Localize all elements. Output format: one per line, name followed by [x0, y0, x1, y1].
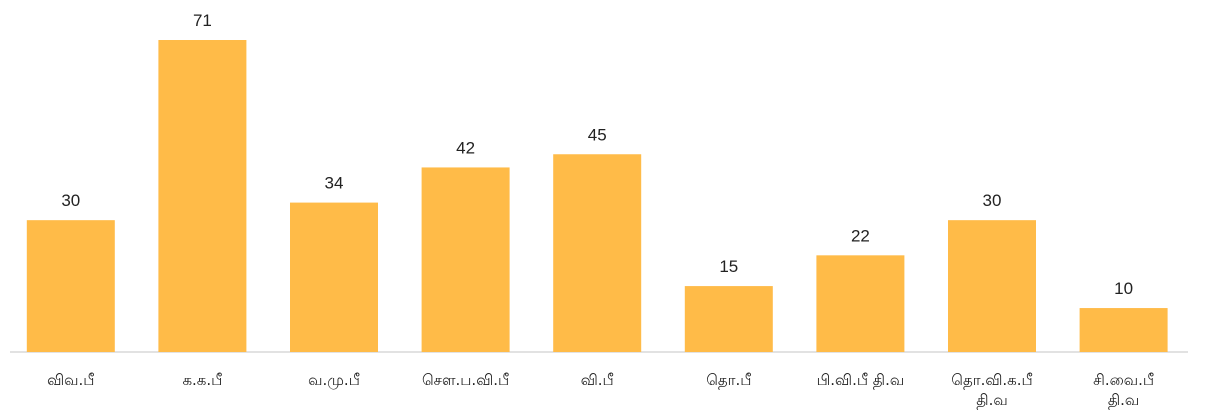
bar [684, 286, 773, 352]
x-tick-label: சௌ.ப.வி.பீ [421, 371, 510, 389]
x-tick-label: தொ.பீ [706, 371, 752, 389]
value-label: 30 [983, 191, 1002, 210]
value-label: 45 [588, 125, 607, 144]
value-label: 15 [719, 257, 738, 276]
bar [816, 255, 905, 352]
bar [290, 202, 378, 352]
value-label: 34 [325, 174, 344, 193]
x-tick-label: வி.பீ [580, 371, 614, 389]
x-tick-label: வ.மு.பீ [308, 371, 360, 389]
x-tick-label: க.க.பீ [182, 371, 223, 389]
value-label: 30 [61, 191, 80, 210]
x-tick-label: பி.வி.பீ தி.வ [816, 371, 905, 389]
bar [553, 154, 642, 352]
bar [421, 167, 510, 352]
x-tick-label: விவ.பீ [47, 371, 95, 389]
bar [26, 220, 115, 352]
value-label: 10 [1114, 279, 1133, 298]
value-label: 71 [193, 11, 212, 30]
bar [948, 220, 1036, 352]
x-tick-label: சி.வை.பீ தி.வ [1093, 371, 1155, 409]
value-label: 22 [851, 226, 870, 245]
value-label: 42 [456, 138, 475, 157]
bar [1079, 308, 1168, 352]
x-tick-label: தொ.வி.க.பீ தி.வ [951, 371, 1033, 409]
bar [158, 40, 247, 352]
